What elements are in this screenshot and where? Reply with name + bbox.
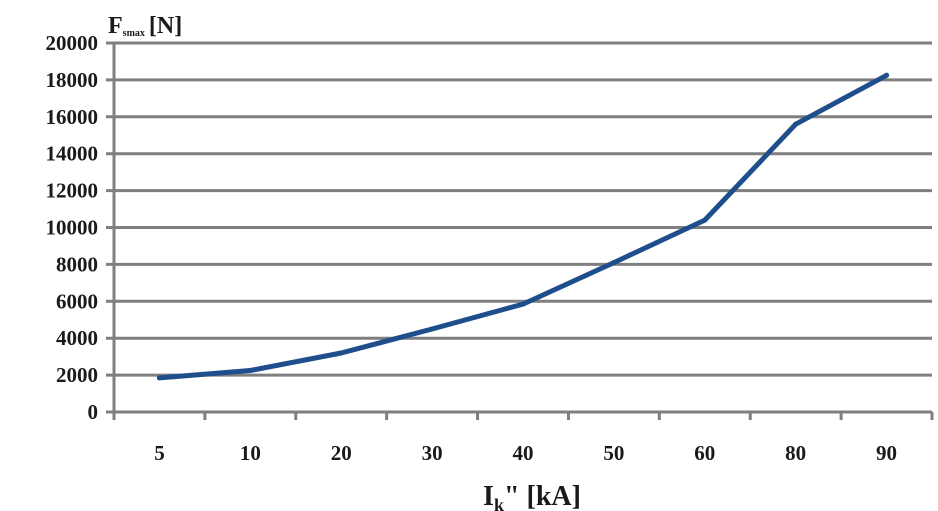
y-tick-label: 0 — [88, 400, 99, 424]
y-tick-label: 4000 — [56, 326, 98, 350]
y-tick-label: 10000 — [46, 216, 99, 240]
x-tick-label: 5 — [154, 441, 165, 465]
y-tick-label: 6000 — [56, 289, 98, 313]
x-tick-label: 60 — [694, 441, 715, 465]
y-axis-title-unit: [N] — [149, 13, 182, 39]
y-tick-label: 18000 — [46, 68, 99, 92]
y-axis-title-sub: smax — [123, 28, 145, 39]
y-tick-label: 16000 — [46, 105, 99, 129]
data-point — [429, 326, 435, 332]
x-axis-title-sub: k — [494, 495, 504, 511]
y-tick-label: 2000 — [56, 363, 98, 387]
data-point — [793, 121, 799, 127]
data-point — [338, 350, 344, 356]
y-tick-labels: 0 2000 4000 6000 8000 10000 12000 14000 16000 180… — [46, 31, 99, 424]
y-axis-title: Fsmax [N] — [108, 13, 182, 39]
x-tick-label: 30 — [422, 441, 443, 465]
y-tick-label: 20000 — [46, 31, 99, 55]
y-axis-title-main: F — [108, 13, 123, 39]
grid-lines — [106, 41, 932, 377]
x-tick-label: 10 — [240, 441, 261, 465]
plot-area — [156, 72, 890, 381]
y-tick-label: 8000 — [56, 252, 98, 276]
y-tick-label: 14000 — [46, 142, 99, 166]
x-axis-title-main: I — [483, 481, 494, 511]
data-point — [156, 375, 162, 381]
x-tick-label: 90 — [876, 441, 897, 465]
x-axis-title-suffix: " [kA] — [504, 481, 581, 511]
data-point — [884, 72, 890, 78]
data-point — [247, 367, 253, 373]
x-tick-label: 80 — [785, 441, 806, 465]
data-point — [611, 260, 617, 266]
x-axis-title: Ik" [kA] — [483, 481, 581, 511]
x-tick-labels: 5 10 20 30 40 50 60 80 90 — [154, 441, 897, 465]
y-tick-label: 12000 — [46, 179, 99, 203]
data-point — [702, 217, 708, 223]
data-point — [520, 301, 526, 307]
x-tick-label: 20 — [331, 441, 352, 465]
x-tick-label: 50 — [603, 441, 624, 465]
x-tick-label: 40 — [513, 441, 534, 465]
axes — [106, 43, 934, 420]
